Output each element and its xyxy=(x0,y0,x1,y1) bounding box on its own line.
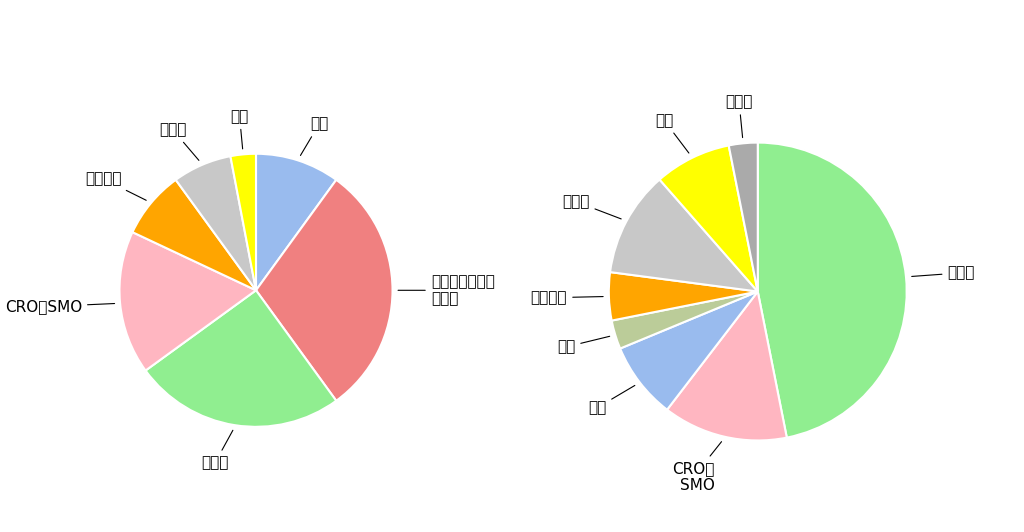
Text: 進学: 進学 xyxy=(230,109,249,149)
Wedge shape xyxy=(758,143,906,438)
Wedge shape xyxy=(611,292,758,348)
Text: 食品: 食品 xyxy=(557,336,609,354)
Wedge shape xyxy=(120,232,256,371)
Text: 他業種: 他業種 xyxy=(562,194,622,219)
Wedge shape xyxy=(610,180,758,292)
Wedge shape xyxy=(621,292,758,410)
Wedge shape xyxy=(659,145,758,292)
Text: 行政機関: 行政機関 xyxy=(85,171,146,200)
Wedge shape xyxy=(729,143,758,292)
Wedge shape xyxy=(256,154,336,290)
Wedge shape xyxy=(667,292,786,440)
Text: 薬局・ドラッグ
ストア: 薬局・ドラッグ ストア xyxy=(398,274,495,306)
Text: その他: その他 xyxy=(725,94,753,138)
Text: 進学: 進学 xyxy=(655,113,689,153)
Wedge shape xyxy=(132,180,256,290)
Text: 化学: 化学 xyxy=(588,386,635,415)
Text: CRO・SMO: CRO・SMO xyxy=(5,299,115,314)
Wedge shape xyxy=(230,154,256,290)
Wedge shape xyxy=(256,180,392,401)
Text: 病院: 病院 xyxy=(300,117,329,155)
Wedge shape xyxy=(145,290,336,427)
Text: 他業種: 他業種 xyxy=(159,122,199,160)
Text: 医薬品: 医薬品 xyxy=(202,430,232,470)
Text: 行政機関: 行政機関 xyxy=(530,290,603,305)
Text: CRO・
SMO: CRO・ SMO xyxy=(672,442,722,493)
Wedge shape xyxy=(176,156,256,290)
Text: 医薬品: 医薬品 xyxy=(911,265,975,280)
Wedge shape xyxy=(609,272,758,321)
